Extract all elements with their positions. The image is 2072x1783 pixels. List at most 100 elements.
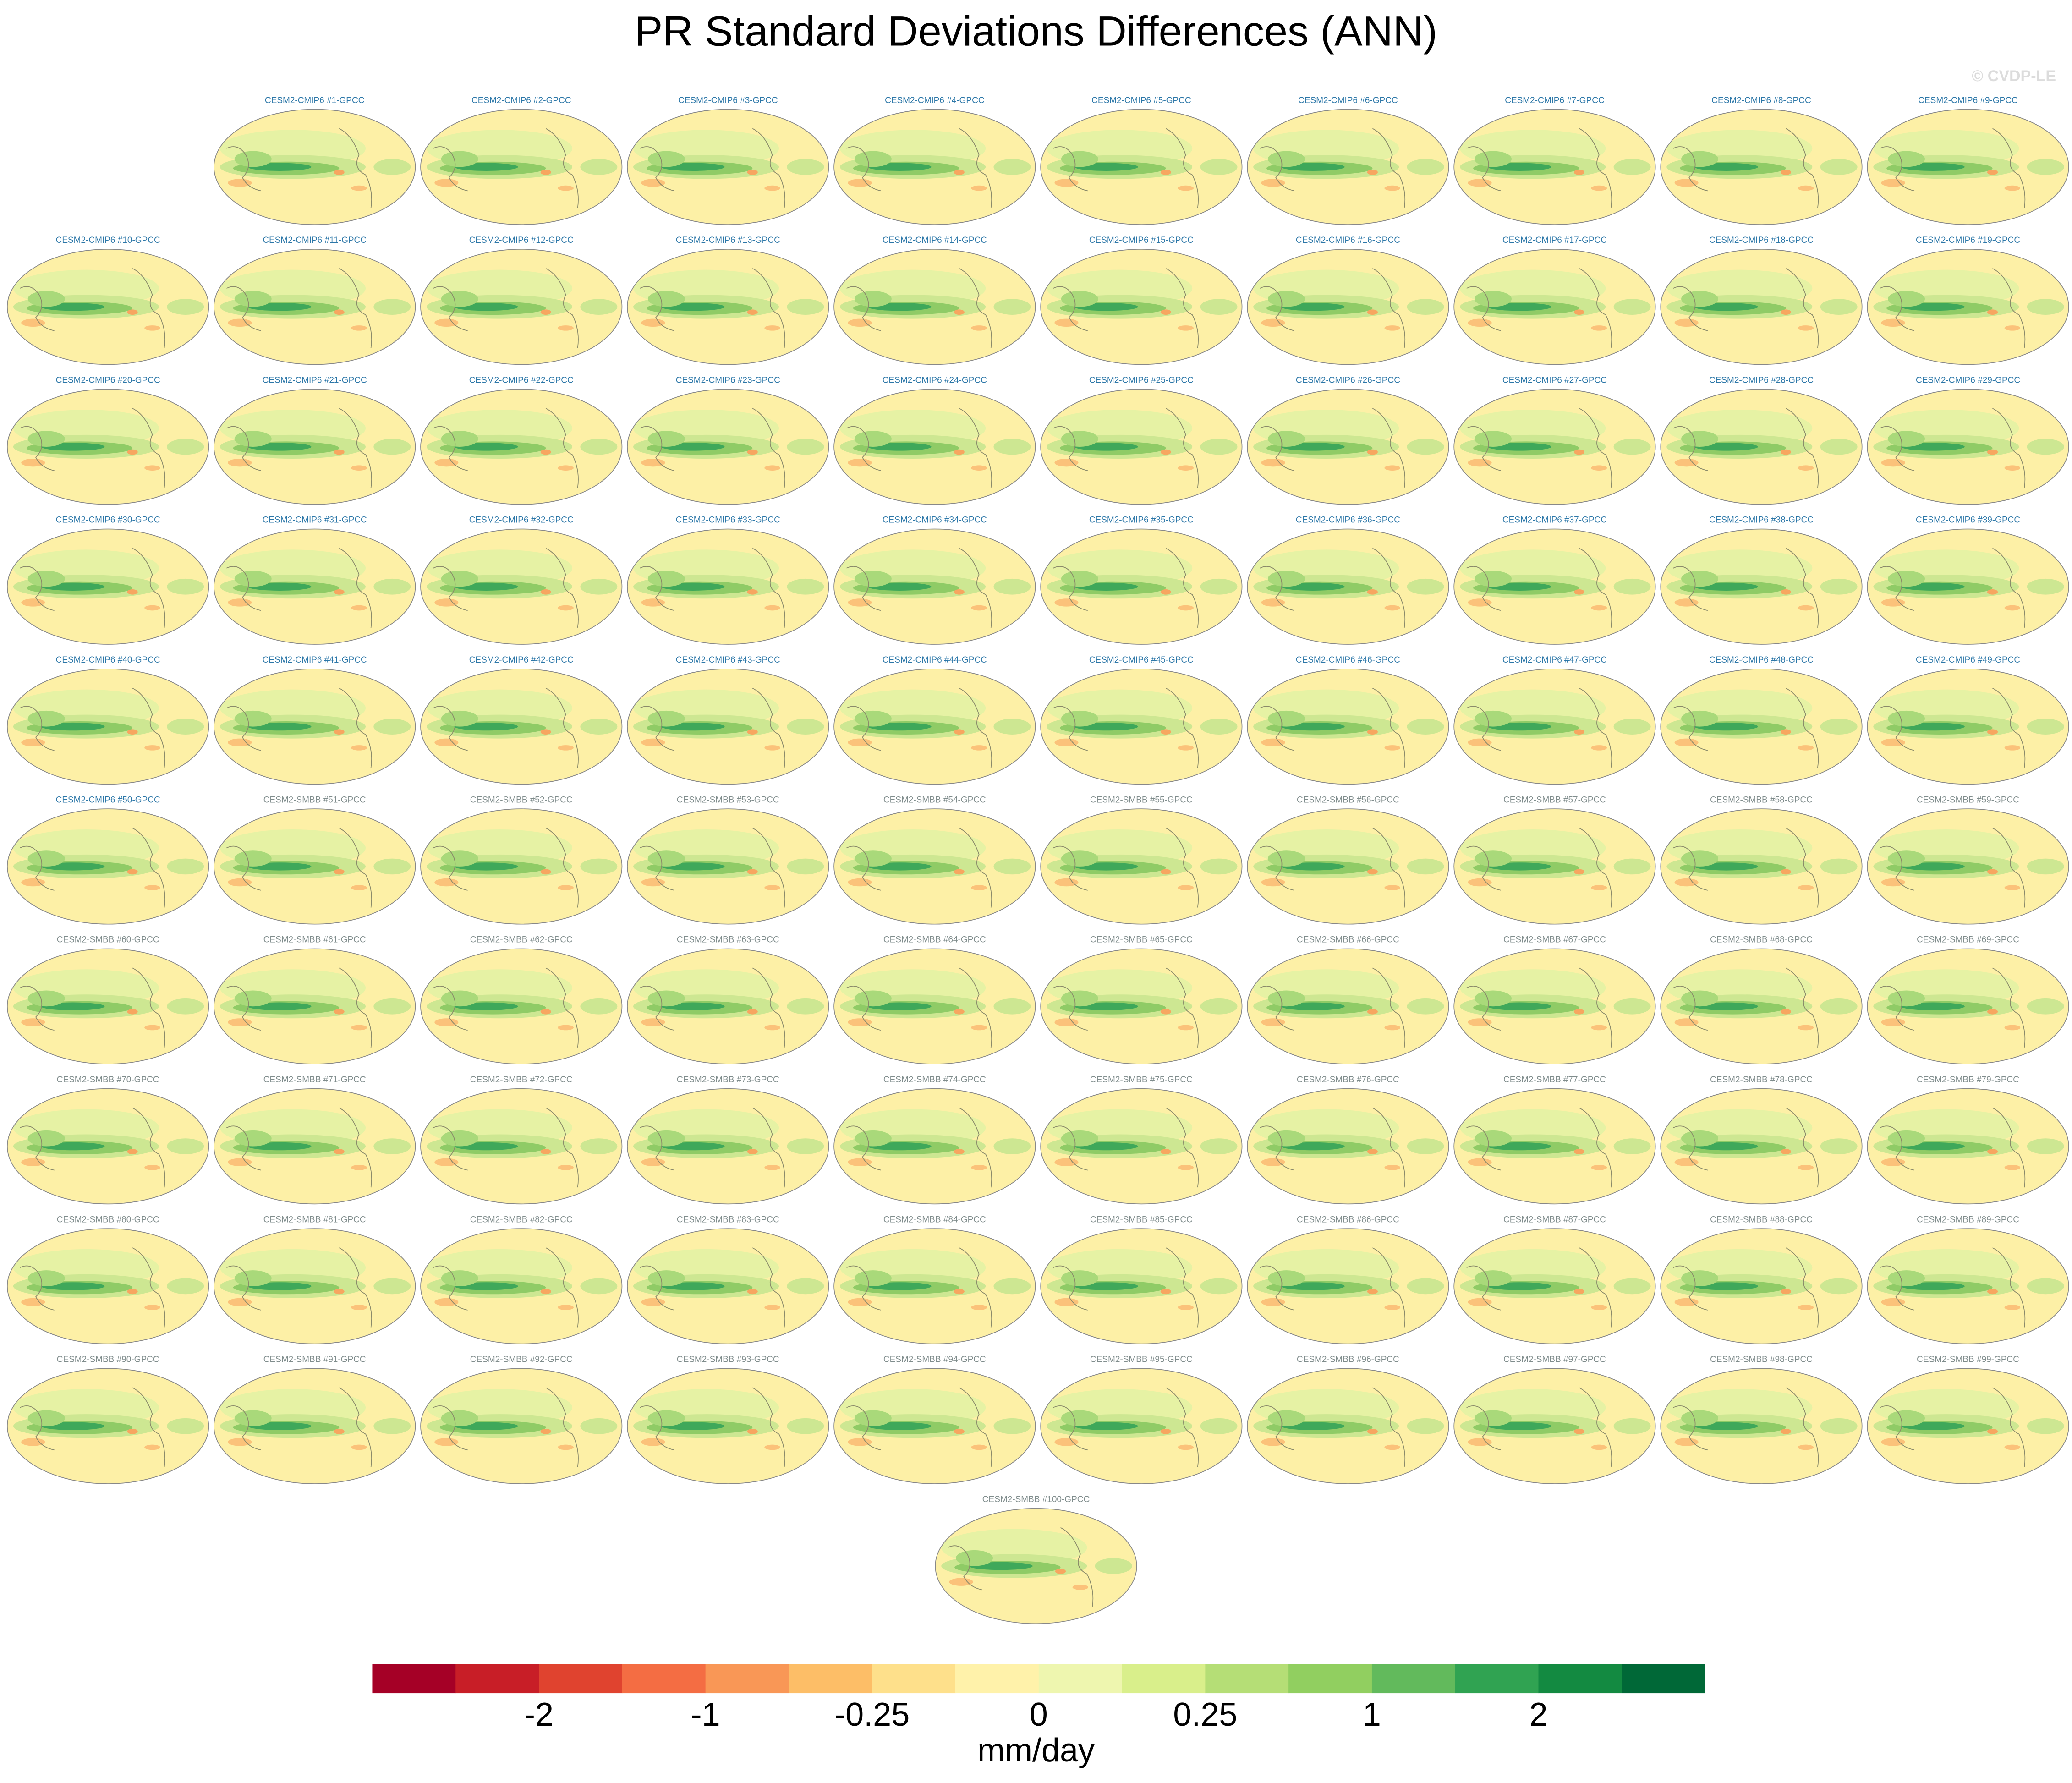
map-panel [1247, 248, 1449, 365]
panel-title: CESM2-SMBB #63-GPCC [677, 935, 779, 945]
map-panel [1660, 389, 1863, 505]
map-panel [1453, 808, 1656, 925]
panel-title: CESM2-CMIP6 #7-GPCC [1505, 96, 1605, 105]
panel-title: CESM2-SMBB #87-GPCC [1503, 1215, 1606, 1224]
panel-title: CESM2-SMBB #81-GPCC [263, 1215, 366, 1224]
panel-title: CESM2-CMIP6 #36-GPCC [1296, 516, 1400, 525]
map-panel [1247, 528, 1449, 645]
map-panel [6, 389, 209, 505]
colorbar-box [1622, 1664, 1705, 1694]
panel-title: CESM2-CMIP6 #30-GPCC [56, 516, 160, 525]
map-panel [1040, 1228, 1243, 1344]
panel-title: CESM2-SMBB #82-GPCC [470, 1215, 573, 1224]
colorbar-box [455, 1664, 539, 1694]
panel-title: CESM2-SMBB #99-GPCC [1917, 1355, 2019, 1365]
map-panel [1660, 948, 1863, 1064]
panel-title: CESM2-CMIP6 #35-GPCC [1089, 516, 1194, 525]
map-panel [1867, 1368, 2069, 1484]
panel-title: CESM2-SMBB #51-GPCC [263, 795, 366, 805]
panel-title: CESM2-CMIP6 #9-GPCC [1918, 96, 2018, 105]
map-panel [627, 948, 829, 1064]
map-panel [833, 528, 1036, 645]
map-panel [6, 668, 209, 785]
map-panel [420, 808, 623, 925]
panel-title: CESM2-SMBB #53-GPCC [677, 795, 779, 805]
panel-title: CESM2-CMIP6 #48-GPCC [1709, 655, 1814, 665]
panel-title: CESM2-CMIP6 #15-GPCC [1089, 236, 1194, 245]
panel-title: CESM2-CMIP6 #23-GPCC [676, 375, 780, 385]
panel-title: CESM2-SMBB #100-GPCC [982, 1495, 1090, 1504]
panel-title: CESM2-CMIP6 #44-GPCC [883, 655, 987, 665]
map-panel [935, 1508, 1137, 1624]
map-panel [1867, 808, 2069, 925]
panel-title: CESM2-CMIP6 #40-GPCC [56, 655, 160, 665]
panel-title: CESM2-SMBB #83-GPCC [677, 1215, 779, 1224]
map-panel [833, 248, 1036, 365]
panel-title: CESM2-SMBB #98-GPCC [1710, 1355, 1813, 1365]
map-panel [1247, 1368, 1449, 1484]
map-panel [1867, 948, 2069, 1064]
panel-title: CESM2-SMBB #65-GPCC [1090, 935, 1193, 945]
panel-title: CESM2-CMIP6 #13-GPCC [676, 236, 780, 245]
map-panel [833, 668, 1036, 785]
panel-title: CESM2-CMIP6 #24-GPCC [883, 375, 987, 385]
panel-title: CESM2-SMBB #76-GPCC [1297, 1075, 1399, 1085]
panel-title: CESM2-CMIP6 #18-GPCC [1709, 236, 1814, 245]
map-panel [1040, 668, 1243, 785]
panel-title: CESM2-SMBB #70-GPCC [57, 1075, 159, 1085]
panel-title: CESM2-CMIP6 #22-GPCC [469, 375, 574, 385]
panel-title: CESM2-CMIP6 #21-GPCC [263, 375, 367, 385]
panel-title: CESM2-SMBB #61-GPCC [263, 935, 366, 945]
map-panel [1247, 389, 1449, 505]
panel-title: CESM2-SMBB #74-GPCC [883, 1075, 986, 1085]
map-panel [1247, 948, 1449, 1064]
panel-title: CESM2-SMBB #89-GPCC [1917, 1215, 2019, 1224]
panel-title: CESM2-SMBB #85-GPCC [1090, 1215, 1193, 1224]
colorbar-box [955, 1664, 1039, 1694]
map-panel [833, 808, 1036, 925]
map-panel [214, 668, 416, 785]
colorbar-box [872, 1664, 956, 1694]
panel-title: CESM2-SMBB #79-GPCC [1917, 1075, 2019, 1085]
map-panel [1867, 109, 2069, 225]
map-panel [1247, 109, 1449, 225]
map-panel [1660, 808, 1863, 925]
map-panel [1040, 1368, 1243, 1484]
panel-title: CESM2-SMBB #62-GPCC [470, 935, 573, 945]
map-panel [833, 948, 1036, 1064]
panel-title: CESM2-SMBB #72-GPCC [470, 1075, 573, 1085]
map-panel [214, 1228, 416, 1344]
map-panel [214, 1088, 416, 1204]
panel-title: CESM2-SMBB #94-GPCC [883, 1355, 986, 1365]
map-panel [627, 1368, 829, 1484]
map-panel [420, 248, 623, 365]
map-panel [214, 948, 416, 1064]
watermark: © CVDP-LE [1972, 67, 2056, 85]
map-panel [6, 248, 209, 365]
panel-title: CESM2-SMBB #88-GPCC [1710, 1215, 1813, 1224]
map-panel [6, 1228, 209, 1344]
map-panel [1247, 668, 1449, 785]
panel-title: CESM2-SMBB #96-GPCC [1297, 1355, 1399, 1365]
colorbar-tick-label: -2 [524, 1696, 554, 1733]
colorbar-box [705, 1664, 789, 1694]
panel-title: CESM2-SMBB #68-GPCC [1710, 935, 1813, 945]
map-panel [627, 528, 829, 645]
map-panel [1660, 109, 1863, 225]
map-panel [833, 1368, 1036, 1484]
panel-title: CESM2-CMIP6 #25-GPCC [1089, 375, 1194, 385]
panel-title: CESM2-SMBB #64-GPCC [883, 935, 986, 945]
map-panel [420, 389, 623, 505]
panel-title: CESM2-SMBB #93-GPCC [677, 1355, 779, 1365]
panel-title: CESM2-CMIP6 #46-GPCC [1296, 655, 1400, 665]
panel-title: CESM2-SMBB #52-GPCC [470, 795, 573, 805]
panel-title: CESM2-CMIP6 #31-GPCC [263, 516, 367, 525]
panel-title: CESM2-SMBB #55-GPCC [1090, 795, 1193, 805]
map-panel [6, 948, 209, 1064]
map-panel [1867, 1228, 2069, 1344]
colorbar-box [1122, 1664, 1206, 1694]
map-panel [1247, 1228, 1449, 1344]
colorbar-box [622, 1664, 706, 1694]
map-panel [833, 389, 1036, 505]
